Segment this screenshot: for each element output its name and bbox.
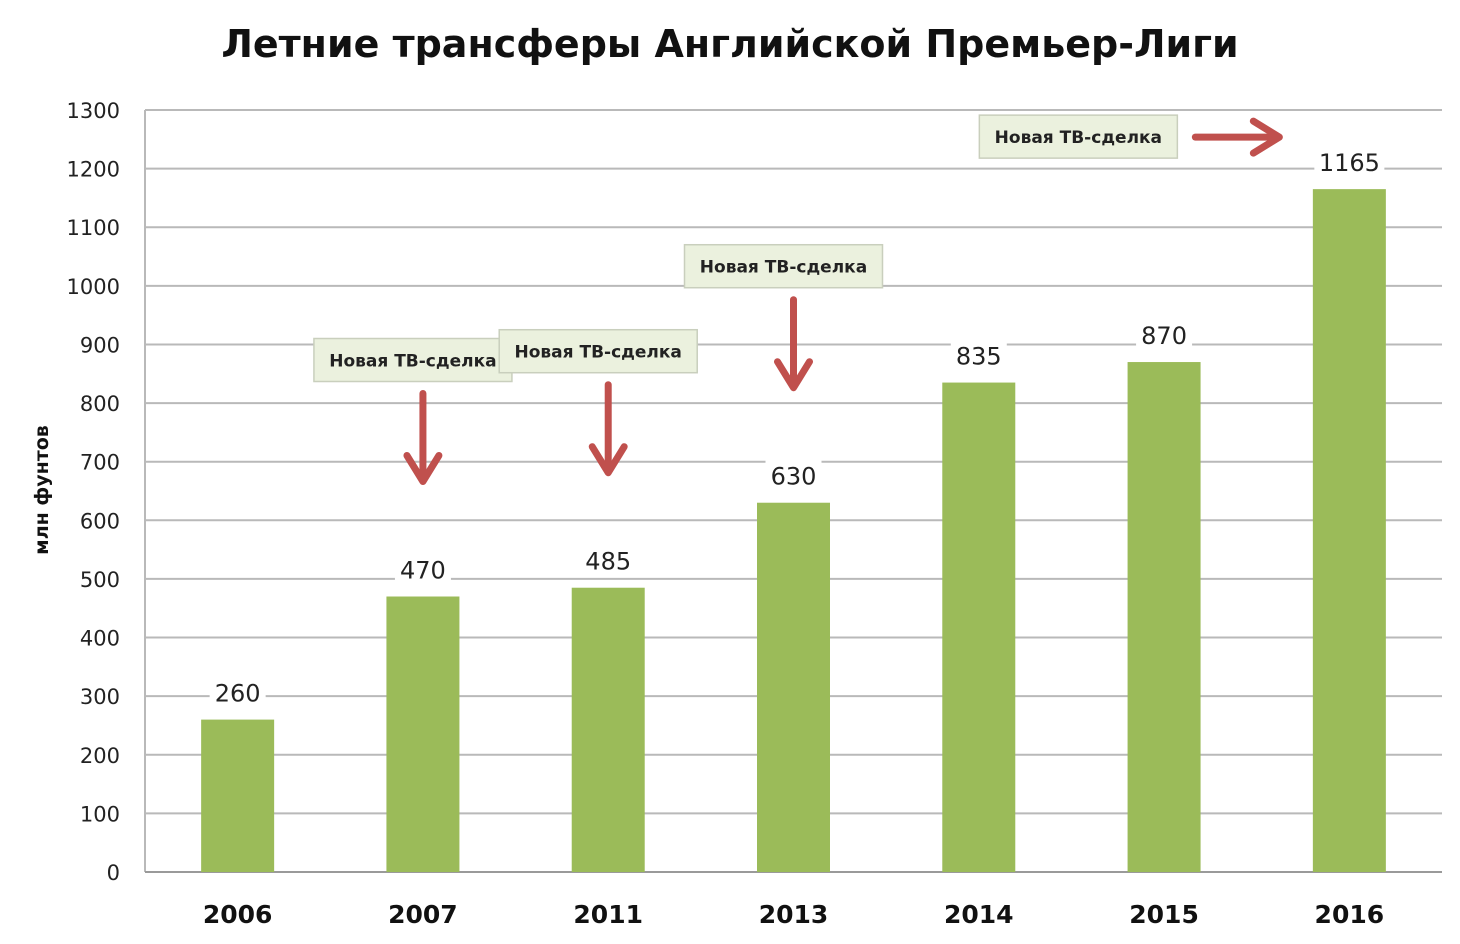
bar <box>942 382 1016 872</box>
y-tick-label: 500 <box>80 568 120 592</box>
data-label: 260 <box>215 680 261 708</box>
y-tick-label: 200 <box>80 744 120 768</box>
data-label: 630 <box>771 463 817 491</box>
bar <box>1312 189 1386 873</box>
data-label: 1165 <box>1319 149 1380 177</box>
data-label: 485 <box>585 548 631 576</box>
x-tick-label: 2016 <box>1315 900 1385 929</box>
annotation-text: Новая ТВ-сделка <box>329 352 496 372</box>
data-label-bg <box>580 543 637 576</box>
y-tick-label: 1100 <box>67 216 120 240</box>
annotation-text: Новая ТВ-сделка <box>700 258 867 278</box>
x-tick-label: 2007 <box>388 900 458 929</box>
annotation-box <box>313 337 513 383</box>
annotation-text: Новая ТВ-сделка <box>515 343 682 363</box>
annotation-arrowhead <box>1249 117 1283 157</box>
data-label-bg <box>1314 145 1385 178</box>
x-tick-label: 2011 <box>573 900 643 929</box>
data-label-bg <box>950 338 1007 371</box>
chart-title: Летние трансферы Английской Премьер-Лиги <box>221 22 1239 66</box>
annotation-text: Новая ТВ-сделка <box>995 128 1162 148</box>
y-tick-label: 700 <box>80 451 120 475</box>
y-tick-label: 900 <box>80 333 120 357</box>
x-tick-label: 2015 <box>1129 900 1199 929</box>
x-tick-label: 2014 <box>944 900 1014 929</box>
y-tick-label: 0 <box>107 861 120 885</box>
annotation-arrowhead <box>774 358 813 392</box>
bar <box>1127 362 1201 872</box>
x-tick-label: 2013 <box>759 900 829 929</box>
x-tick-label: 2006 <box>203 900 273 929</box>
data-label: 870 <box>1141 322 1187 350</box>
y-tick-label: 1200 <box>67 158 120 182</box>
bar <box>386 596 460 872</box>
bar <box>571 587 645 872</box>
y-tick-label: 600 <box>80 509 120 533</box>
data-label: 835 <box>956 343 1002 371</box>
data-label-bg <box>765 458 822 491</box>
annotation-box <box>498 328 698 374</box>
y-tick-label: 100 <box>80 802 120 826</box>
y-tick-label: 400 <box>80 627 120 651</box>
data-label: 470 <box>400 557 446 585</box>
y-tick-label: 300 <box>80 685 120 709</box>
y-tick-label: 1000 <box>67 275 120 299</box>
bar <box>757 502 830 872</box>
annotation-arrowhead <box>403 452 443 486</box>
bar <box>201 719 275 872</box>
data-label-bg <box>1136 318 1193 351</box>
annotation-box <box>683 243 884 289</box>
data-label-bg <box>209 675 266 708</box>
y-tick-label: 800 <box>80 392 120 416</box>
data-label-bg <box>394 552 451 585</box>
y-tick-label: 1300 <box>67 99 120 123</box>
annotation-box <box>978 114 1179 159</box>
annotation-arrowhead <box>588 443 628 477</box>
